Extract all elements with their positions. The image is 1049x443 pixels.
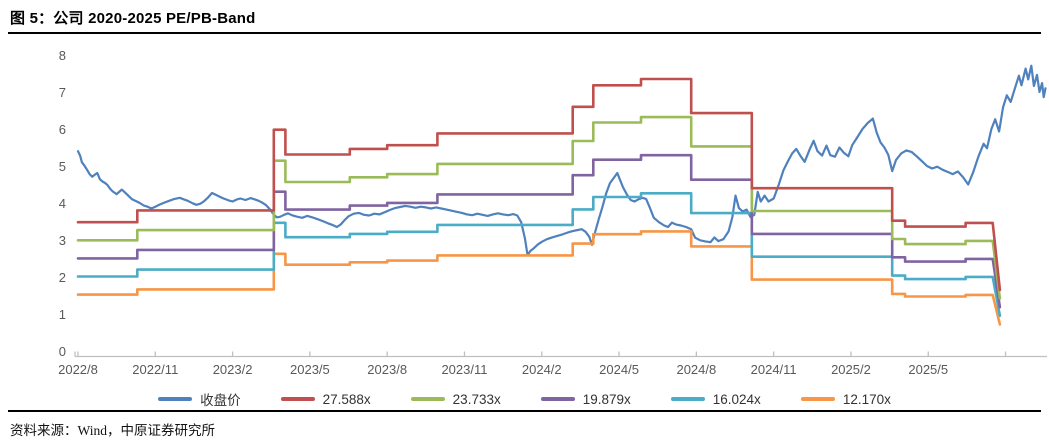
x-tick-label: 2024/2: [522, 362, 562, 377]
y-tick-label: 6: [59, 122, 66, 137]
pe-pb-band-chart: 2022/8 2022/11 2023/2 2023/5 2023/8 2023/11 20…: [58, 48, 1047, 377]
x-tick-label: 2024/5: [599, 362, 639, 377]
legend-item-close-price: 收盘价: [158, 389, 241, 409]
x-tick-label: 2025/5: [908, 362, 948, 377]
y-tick-label: 1: [59, 307, 66, 322]
chart-legend: 收盘价 27.588x 23.733x 19.879x 16.024x 12.170x: [0, 389, 1049, 409]
band-line-23-733x: [76, 115, 1002, 300]
source-note: 资料来源：Wind，中原证券研究所: [10, 423, 215, 438]
legend-label: 23.733x: [452, 391, 501, 407]
legend-swatch-icon: [540, 397, 575, 401]
y-tick-label: 0: [59, 344, 66, 359]
x-tick-label: 2023/5: [290, 362, 330, 377]
legend-label: 12.170x: [842, 391, 891, 407]
legend-item-band-12-170x: 12.170x: [800, 391, 891, 407]
legend-swatch-icon: [670, 397, 705, 401]
figure-title: 图 5：公司 2020-2025 PE/PB-Band: [10, 10, 256, 27]
legend-swatch-icon: [158, 397, 193, 401]
legend-item-band-19-879x: 19.879x: [540, 391, 631, 407]
band-line-27-588x: [76, 77, 1002, 292]
x-tick-label: 2023/8: [367, 362, 407, 377]
band-line-19-879x: [76, 153, 1002, 309]
legend-label: 16.024x: [712, 391, 761, 407]
x-tick-label: 2022/11: [132, 362, 178, 377]
legend-label: 收盘价: [200, 393, 241, 408]
legend-swatch-icon: [800, 397, 835, 401]
x-tick-label: 2023/11: [441, 362, 487, 377]
band-line-16-024x: [76, 192, 1002, 318]
legend-label: 27.588x: [322, 391, 371, 407]
legend-label: 19.879x: [582, 391, 631, 407]
x-tick-label: 2023/2: [213, 362, 253, 377]
y-tick-label: 8: [59, 48, 66, 63]
y-tick-label: 4: [59, 196, 66, 211]
x-tick-label: 2022/8: [58, 362, 98, 377]
y-tick-label: 3: [59, 233, 66, 248]
legend-swatch-icon: [410, 397, 445, 401]
band-line-12-170x: [76, 230, 1002, 326]
price-line: [76, 64, 1047, 257]
legend-item-band-16-024x: 16.024x: [670, 391, 761, 407]
bottom-rule: [8, 410, 1041, 412]
legend-item-band-23-733x: 23.733x: [410, 391, 501, 407]
top-rule: [8, 32, 1041, 34]
legend-swatch-icon: [280, 397, 315, 401]
x-tick-label: 2024/11: [751, 362, 797, 377]
x-tick-label: 2025/2: [831, 362, 871, 377]
y-tick-label: 5: [59, 159, 66, 174]
y-tick-label: 2: [59, 270, 66, 285]
legend-item-band-27-588x: 27.588x: [280, 391, 371, 407]
y-tick-label: 7: [59, 85, 66, 100]
x-tick-label: 2024/8: [676, 362, 716, 377]
